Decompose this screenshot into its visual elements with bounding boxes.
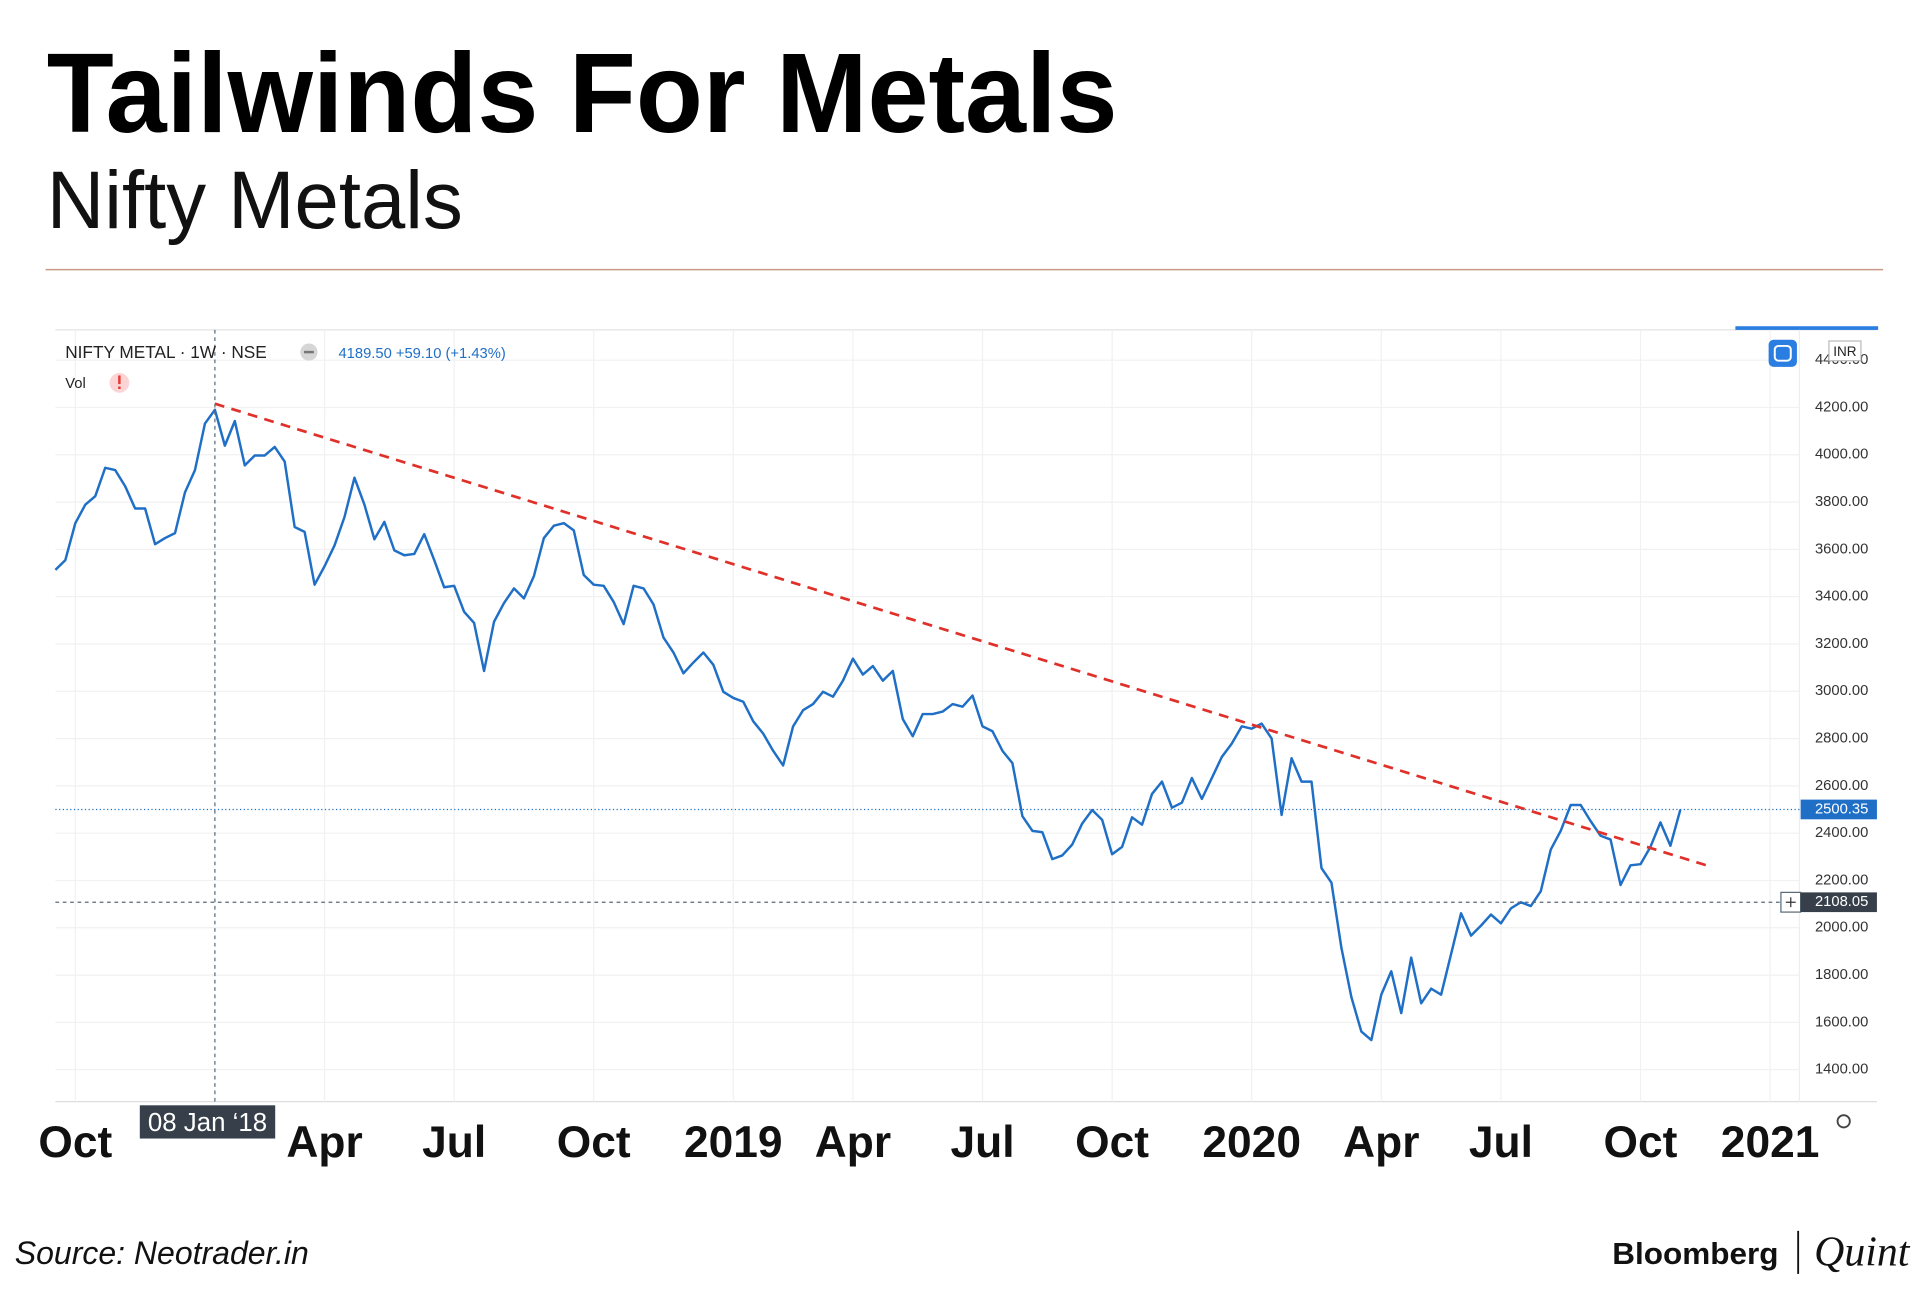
volume-label: Vol xyxy=(65,376,86,392)
x-tick-label: Oct xyxy=(1075,1118,1149,1167)
x-tick-label: Jul xyxy=(1469,1118,1533,1167)
brand-quint: Quint xyxy=(1814,1229,1911,1275)
x-tick-label: Apr xyxy=(815,1118,891,1167)
y-tick-label: 1400.00 xyxy=(1815,1062,1868,1078)
scale-button-icon xyxy=(1773,344,1792,362)
crosshair-x-label: 08 Jan ‘18 xyxy=(148,1109,267,1137)
x-tick-label: 2021 xyxy=(1721,1118,1820,1167)
y-tick-label: 3200.00 xyxy=(1815,636,1868,652)
chart-title: Tailwinds For Metals xyxy=(47,29,1118,156)
x-tick-label: 2019 xyxy=(684,1118,783,1167)
x-tick-label: Apr xyxy=(286,1118,362,1167)
x-tick-label: Oct xyxy=(38,1118,112,1167)
y-tick-label: 3000.00 xyxy=(1815,683,1868,699)
y-tick-label: 2800.00 xyxy=(1815,730,1868,746)
x-tick-label: Jul xyxy=(422,1118,486,1167)
price-line xyxy=(54,408,1682,1042)
crosshair-x-box xyxy=(139,1105,276,1139)
warning-mark xyxy=(118,375,121,385)
y-tick-label: 3600.00 xyxy=(1815,541,1868,557)
x-tick-label: Jul xyxy=(951,1118,1015,1167)
y-tick-label: 2400.00 xyxy=(1815,825,1868,841)
x-tick-label: 2020 xyxy=(1202,1118,1301,1167)
y-tick-label: 4000.00 xyxy=(1815,447,1868,463)
source: Source: Neotrader.in xyxy=(15,1235,309,1271)
legend-icon-bar xyxy=(304,350,314,354)
x-tick-label: Oct xyxy=(557,1118,631,1167)
y-tick-label: 3400.00 xyxy=(1815,589,1868,605)
marks xyxy=(54,402,1711,1042)
y-tick-label: 3800.00 xyxy=(1815,494,1868,510)
legend-series: NIFTY METAL · 1W · NSE xyxy=(65,342,267,362)
grid: 1400.00 1600.00 1800.00 2000.00 2200.00 2400.… xyxy=(38,329,1868,1167)
last-price-box xyxy=(1800,799,1877,820)
scale-button[interactable] xyxy=(1768,339,1797,367)
warning-dot xyxy=(118,386,121,389)
y-tick-label: 2000.00 xyxy=(1815,920,1868,936)
y-tick-label: 4200.00 xyxy=(1815,399,1868,415)
y-tick-label: 2200.00 xyxy=(1815,872,1868,888)
y-tick-label: 1600.00 xyxy=(1815,1014,1868,1030)
crosshair-y-label: 2108.05 xyxy=(1815,894,1868,910)
last-price-label: 2500.35 xyxy=(1815,801,1868,817)
chart-subtitle: Nifty Metals xyxy=(47,155,463,246)
settings-icon[interactable] xyxy=(1836,1114,1851,1129)
overlay: 08 Jan ‘18 2500.35 2108.05 xyxy=(55,329,1877,1139)
x-tick-label: Oct xyxy=(1604,1118,1678,1167)
y-tick-label: 1800.00 xyxy=(1815,967,1868,983)
brand-bloomberg: Bloomberg xyxy=(1612,1236,1778,1271)
legend-quote: 4189.50 +59.10 (+1.43%) xyxy=(338,346,505,362)
currency: INR xyxy=(1833,344,1857,359)
currency-box xyxy=(1828,340,1862,362)
x-tick-label: Apr xyxy=(1343,1118,1419,1167)
crosshair-y-box xyxy=(1800,892,1877,913)
toolbar-accent xyxy=(1735,326,1879,330)
y-tick-label: 2600.00 xyxy=(1815,778,1868,794)
trendline xyxy=(214,402,1711,868)
